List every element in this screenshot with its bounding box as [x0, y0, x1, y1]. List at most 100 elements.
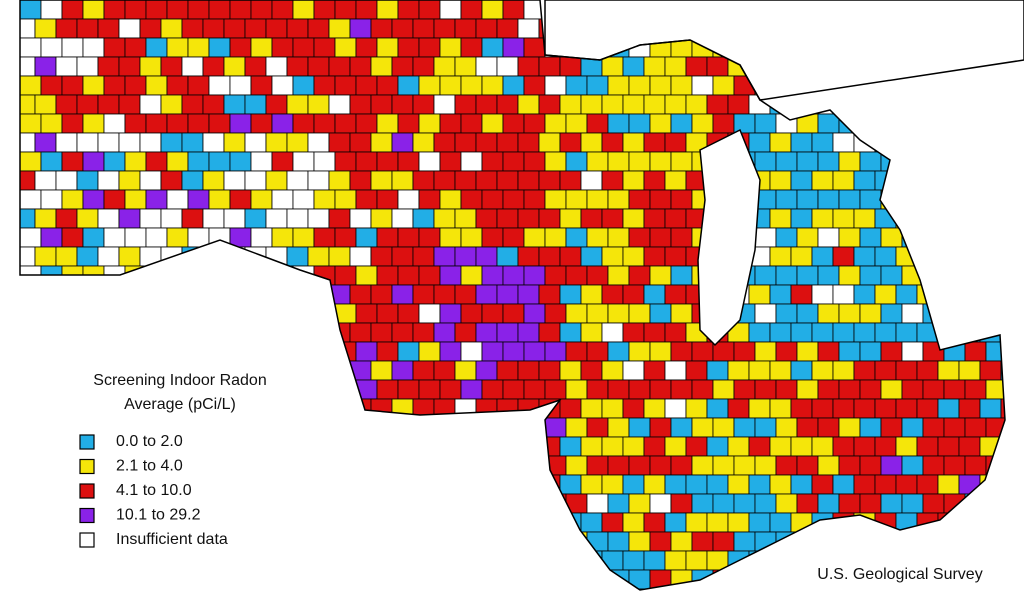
county: [40, 455, 63, 476]
county: [202, 170, 225, 191]
county: [397, 417, 420, 438]
county: [349, 132, 372, 153]
county: [118, 208, 141, 229]
county: [727, 360, 750, 381]
county: [244, 132, 267, 153]
county: [145, 341, 168, 362]
county: [370, 18, 393, 39]
county: [481, 0, 504, 20]
county: [628, 569, 651, 590]
county: [838, 455, 861, 476]
county: [313, 417, 336, 438]
county: [481, 113, 504, 134]
county: [958, 94, 981, 115]
county: [250, 113, 273, 134]
county: [355, 151, 378, 172]
county: [538, 170, 561, 191]
county: [985, 493, 1005, 514]
county: [166, 265, 189, 286]
county: [20, 208, 36, 229]
county: [769, 550, 792, 571]
county: [769, 208, 792, 229]
county: [979, 512, 1002, 533]
county: [874, 360, 897, 381]
county: [1007, 76, 1024, 95]
county: [859, 341, 882, 362]
county: [670, 417, 693, 438]
county: [517, 550, 540, 571]
county: [61, 227, 84, 248]
county: [20, 436, 36, 457]
county: [586, 455, 609, 476]
county: [481, 37, 504, 58]
county: [496, 512, 519, 533]
county: [370, 246, 393, 267]
county: [271, 75, 294, 96]
county: [286, 18, 309, 39]
county: [433, 246, 456, 267]
county: [76, 588, 99, 590]
county: [370, 132, 393, 153]
county: [418, 493, 441, 514]
county: [265, 322, 288, 343]
county: [418, 303, 441, 324]
county: [916, 170, 939, 191]
county: [286, 170, 309, 191]
county: [307, 512, 330, 533]
county: [271, 227, 294, 248]
county: [943, 189, 966, 210]
county: [586, 189, 609, 210]
county: [34, 398, 57, 419]
county: [643, 322, 666, 343]
county: [166, 0, 189, 20]
county: [97, 18, 120, 39]
county: [874, 588, 897, 590]
county: [292, 341, 315, 362]
county: [397, 75, 420, 96]
county: [565, 151, 588, 172]
county: [187, 341, 210, 362]
county: [496, 170, 519, 191]
county: [223, 94, 246, 115]
county: [523, 303, 546, 324]
county: [643, 360, 666, 381]
county: [958, 208, 981, 229]
county: [943, 455, 966, 476]
county: [187, 265, 210, 286]
county: [433, 56, 456, 77]
county: [124, 37, 147, 58]
county: [964, 189, 987, 210]
county: [370, 56, 393, 77]
county: [34, 170, 57, 191]
county: [481, 455, 504, 476]
county: [1007, 494, 1024, 513]
county: [271, 265, 294, 286]
county: [607, 455, 630, 476]
county: [20, 588, 36, 590]
county: [601, 322, 624, 343]
county: [355, 113, 378, 134]
county: [187, 189, 210, 210]
county: [433, 322, 456, 343]
county: [628, 379, 651, 400]
county: [895, 208, 918, 229]
county: [691, 493, 714, 514]
county: [181, 322, 204, 343]
county: [202, 56, 225, 77]
county: [517, 94, 540, 115]
county: [355, 531, 378, 552]
county: [544, 227, 567, 248]
county: [34, 284, 57, 305]
county: [922, 75, 945, 96]
county: [97, 170, 120, 191]
county: [838, 493, 861, 514]
county: [313, 227, 336, 248]
county: [622, 56, 645, 77]
county: [859, 113, 882, 134]
county: [454, 398, 477, 419]
county: [712, 379, 735, 400]
county: [622, 550, 645, 571]
county: [334, 113, 357, 134]
county: [664, 588, 687, 590]
county: [628, 303, 651, 324]
